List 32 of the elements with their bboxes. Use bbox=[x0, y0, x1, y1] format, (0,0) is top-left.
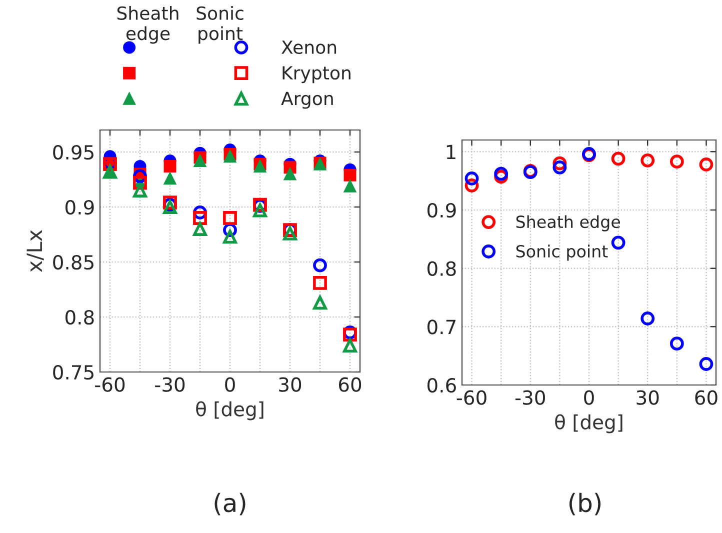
x-tick-label: 0 bbox=[225, 377, 235, 392]
legend-label: Sonic point bbox=[516, 244, 608, 261]
text: Sonic point bbox=[196, 6, 244, 44]
x-axis-title: θ [deg] bbox=[555, 414, 622, 434]
x-tick-label: 60 bbox=[338, 377, 362, 392]
y-tick-label: 0.9 bbox=[66, 200, 94, 215]
x-tick-label: -60 bbox=[95, 377, 125, 392]
y-tick-label: 0.7 bbox=[428, 320, 456, 334]
legend-label: Argon bbox=[281, 92, 333, 109]
y-tick-label: 0.8 bbox=[428, 261, 456, 276]
x-tick-label: -30 bbox=[515, 390, 545, 405]
text: Sheath edge bbox=[117, 6, 178, 44]
legend-label: Krypton bbox=[282, 66, 350, 84]
x-tick-label: 0 bbox=[584, 390, 594, 405]
legend-label: Xenon bbox=[282, 40, 336, 54]
x-tick-label: -60 bbox=[456, 390, 486, 405]
y-tick-label: 0.9 bbox=[428, 202, 456, 218]
legend-label: Sheath edge bbox=[516, 215, 620, 232]
y-tick-label: 0.6 bbox=[428, 378, 456, 393]
text: (a) bbox=[214, 492, 246, 516]
x-axis-title: θ [deg] bbox=[196, 401, 264, 420]
y-tick-label: 0.85 bbox=[53, 254, 94, 270]
y-tick-label: 0.75 bbox=[53, 364, 94, 380]
x-tick-label: -30 bbox=[155, 377, 185, 392]
x-tick-label: 30 bbox=[636, 390, 659, 405]
text: (b) bbox=[569, 492, 601, 516]
y-tick-label: 0.95 bbox=[53, 144, 94, 160]
y-axis-title: x/Lx bbox=[26, 230, 44, 272]
x-tick-label: 60 bbox=[695, 390, 718, 405]
y-tick-label: 1 bbox=[446, 144, 456, 160]
y-tick-label: 0.8 bbox=[66, 310, 94, 325]
x-tick-label: 30 bbox=[279, 377, 302, 392]
